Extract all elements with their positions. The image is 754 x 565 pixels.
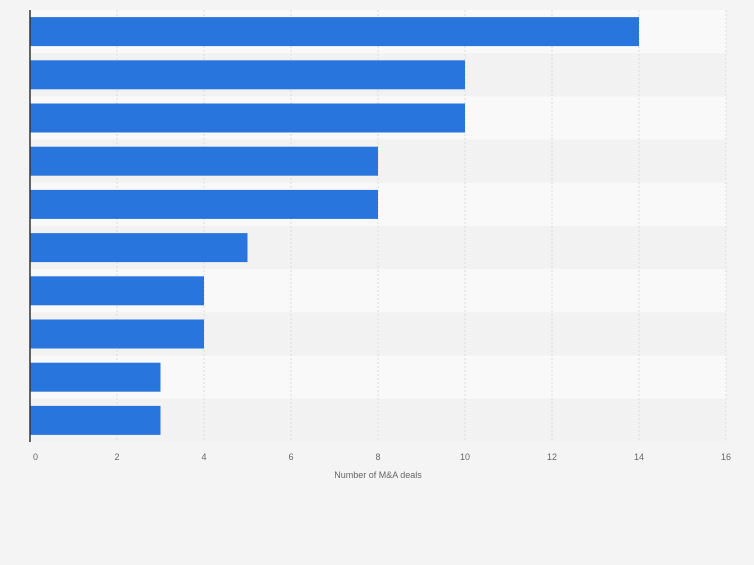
x-tick-label: 4	[201, 452, 206, 462]
x-tick-label: 8	[375, 452, 380, 462]
bar	[30, 319, 204, 349]
x-tick-labels: 0 2 4 6 8 10 12 14 16	[33, 452, 731, 462]
bar	[30, 276, 204, 306]
x-tick-label: 2	[114, 452, 119, 462]
bar	[30, 189, 378, 219]
x-tick-label: 16	[721, 452, 731, 462]
x-tick-label: 14	[634, 452, 644, 462]
bar	[30, 405, 161, 435]
bar	[30, 103, 465, 133]
bar	[30, 17, 639, 47]
x-tick-label: 10	[460, 452, 470, 462]
bar	[30, 233, 248, 263]
x-tick-label: 0	[33, 452, 38, 462]
x-tick-label: 12	[547, 452, 557, 462]
bar	[30, 362, 161, 392]
x-axis-title: Number of M&A deals	[334, 470, 422, 480]
bar	[30, 60, 465, 90]
bars	[30, 17, 639, 435]
x-tick-label: 6	[288, 452, 293, 462]
bar	[30, 146, 378, 176]
